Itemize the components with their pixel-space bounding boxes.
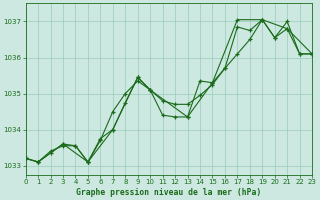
X-axis label: Graphe pression niveau de la mer (hPa): Graphe pression niveau de la mer (hPa) (76, 188, 261, 197)
